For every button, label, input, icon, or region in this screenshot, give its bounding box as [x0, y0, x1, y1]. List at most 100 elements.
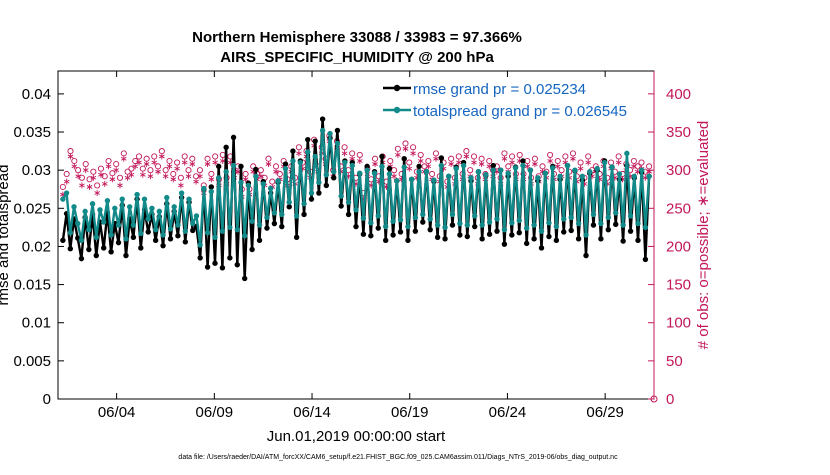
series-point-rmse [516, 230, 522, 236]
series-point-rmse [598, 236, 604, 242]
series-point-rmse [405, 237, 411, 244]
series-point-totalspread [208, 188, 214, 195]
obs-evaluated-stroke [71, 164, 78, 169]
obs-evaluated-stroke [98, 172, 104, 177]
obs-possible-point [516, 151, 523, 158]
series-point-totalspread [523, 225, 530, 231]
series-point-rmse [316, 190, 322, 196]
series-point-totalspread [334, 140, 341, 147]
series-point-rmse [219, 265, 226, 271]
series-point-rmse [308, 196, 315, 202]
obs-evaluated-point [554, 163, 561, 170]
obs-evaluated-point [94, 190, 100, 197]
series-point-rmse [271, 220, 278, 227]
y-tick-label: 0 [43, 391, 51, 408]
obs-evaluated-stroke [425, 164, 432, 169]
series-point-totalspread [182, 228, 189, 234]
series-point-totalspread [271, 210, 278, 216]
series-point-rmse [279, 223, 285, 230]
obs-evaluated-point [406, 165, 413, 172]
obs-possible-point [151, 153, 158, 160]
series-point-totalspread [93, 234, 99, 240]
obs-evaluated-point [189, 161, 196, 168]
obs-evaluated-stroke [242, 177, 249, 182]
obs-evaluated-stroke [296, 151, 302, 156]
series-point-rmse [642, 256, 649, 263]
series-point-totalspread [60, 196, 66, 202]
series-point-rmse [401, 156, 407, 162]
obs-evaluated-point [417, 158, 424, 165]
series-point-totalspread [512, 165, 519, 171]
obs-evaluated-point [197, 173, 203, 180]
series-point-totalspread [245, 182, 252, 189]
series-point-totalspread [260, 181, 266, 187]
series-point-totalspread [357, 170, 363, 176]
obs-evaluated-point [341, 150, 348, 157]
series-point-rmse [620, 238, 626, 244]
obs-evaluated-stroke [585, 160, 592, 165]
series-point-totalspread [115, 222, 122, 228]
obs-evaluated-stroke [478, 162, 485, 166]
series-point-rmse [212, 260, 218, 266]
series-point-totalspread [486, 219, 493, 225]
obs-possible-point [113, 161, 120, 168]
series-point-totalspread [423, 168, 430, 175]
series-point-totalspread [319, 127, 326, 134]
y-right-tick-label: 250 [666, 200, 691, 217]
series-point-totalspread [434, 222, 441, 228]
obs-possible-point [406, 159, 413, 166]
series-point-totalspread [468, 175, 474, 181]
series-point-totalspread [438, 162, 445, 169]
series-point-totalspread [123, 236, 129, 242]
obs-evaluated-stroke [208, 177, 215, 182]
series-point-totalspread [627, 213, 634, 219]
obs-evaluated-point [86, 183, 93, 190]
obs-evaluated-stroke [463, 154, 470, 159]
series-point-totalspread [538, 228, 545, 234]
series-point-totalspread [620, 222, 626, 228]
series-point-totalspread [416, 168, 422, 175]
obs-possible-point [356, 151, 363, 158]
obs-evaluated-stroke [140, 172, 146, 177]
series-point-totalspread [290, 158, 296, 164]
obs-possible-point [116, 174, 124, 181]
y-axis-label-right: # of obs: o=possible; ∗=evaluated [695, 121, 712, 350]
series-point-totalspread [193, 213, 200, 219]
obs-evaluated-stroke [166, 164, 173, 169]
series-point-totalspread [108, 232, 114, 238]
obs-evaluated-point [448, 161, 454, 168]
series-point-totalspread [204, 230, 211, 236]
obs-evaluated-stroke [105, 164, 112, 169]
y-axis-label: rmse and totalspread [0, 165, 12, 306]
obs-evaluated-point [242, 176, 249, 183]
chart-title: Northern Hemisphere 33088 / 33983 = 97.3… [192, 29, 522, 46]
obs-evaluated-point [204, 161, 211, 168]
obs-evaluated-point [532, 161, 538, 168]
series-point-rmse [605, 226, 612, 233]
obs-possible-point [162, 167, 169, 174]
obs-evaluated-stroke [273, 169, 279, 174]
obs-evaluated-point [136, 159, 142, 166]
obs-evaluated-point [155, 168, 161, 175]
obs-evaluated-point [455, 159, 462, 166]
series-point-rmse [353, 223, 359, 230]
series-point-rmse [583, 252, 589, 259]
series-point-totalspread [408, 176, 415, 183]
obs-evaluated-point [471, 159, 477, 166]
series-point-totalspread [553, 223, 560, 230]
obs-possible-point [174, 159, 181, 166]
series-point-rmse [416, 163, 422, 170]
series-point-rmse [397, 229, 404, 235]
series-point-totalspread [371, 170, 378, 176]
series-point-rmse [108, 249, 114, 255]
obs-evaluated-stroke [615, 160, 622, 165]
obs-possible-point [394, 145, 401, 152]
obs-evaluated-stroke [82, 168, 89, 173]
obs-possible-point [78, 174, 85, 181]
obs-evaluated-point [143, 161, 150, 168]
series-point-totalspread [360, 215, 367, 221]
obs-evaluated-stroke [448, 162, 454, 166]
obs-evaluated-point [425, 163, 432, 170]
series-point-rmse [472, 223, 478, 230]
obs-evaluated-stroke [562, 160, 569, 165]
